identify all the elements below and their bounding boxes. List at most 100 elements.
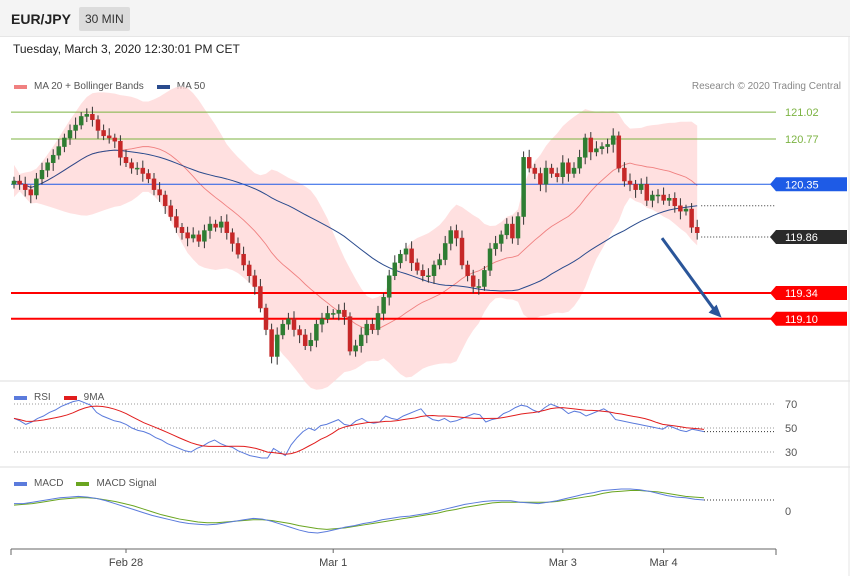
- candle-body: [683, 208, 689, 212]
- legend-label-rsi-ma: 9MA: [83, 392, 105, 403]
- candle-body: [185, 232, 190, 239]
- candle-body: [655, 194, 661, 197]
- support-label-box: [770, 311, 847, 326]
- support-label: 119.34: [785, 288, 818, 300]
- legend-label-ma20: MA 20 + Bollinger Bands: [34, 81, 144, 92]
- candle-body: [454, 230, 459, 239]
- candle-body: [112, 137, 118, 142]
- candle-body: [588, 137, 594, 153]
- candle-body: [34, 178, 39, 196]
- candle-body: [297, 329, 302, 336]
- candle-body: [140, 167, 146, 174]
- legend-swatch-ma20: [14, 84, 27, 89]
- candle-body: [342, 309, 347, 317]
- candle-body: [398, 253, 403, 264]
- candle-body: [218, 221, 224, 228]
- candle-body: [157, 189, 162, 196]
- candle-body: [381, 297, 386, 314]
- candle-body: [28, 189, 34, 196]
- candle-body: [616, 135, 622, 169]
- candle-body: [498, 234, 504, 244]
- candle-body: [39, 170, 45, 180]
- rsi-legend: RSI 9MA: [14, 392, 117, 403]
- candle-body: [179, 227, 185, 233]
- candle-body: [403, 248, 409, 255]
- candle-body: [224, 221, 230, 233]
- candle-body: [308, 340, 314, 346]
- legend-swatch-rsi-ma: [63, 395, 77, 400]
- candle-body: [230, 232, 235, 244]
- candle-body: [129, 162, 134, 169]
- chart-datetime: Tuesday, March 3, 2020 12:30:01 PM CET: [13, 42, 240, 56]
- legend-item-ma20: MA 20 + Bollinger Bands: [14, 81, 144, 92]
- candle-body: [286, 318, 291, 325]
- ma20-line: [13, 146, 698, 331]
- candle-body: [622, 167, 627, 182]
- candle-body: [543, 167, 549, 185]
- candle-body: [95, 119, 101, 131]
- candle-body: [252, 275, 258, 287]
- legend-item-rsi-ma: 9MA: [63, 392, 105, 403]
- candle-body: [650, 194, 655, 201]
- legend-label-macd: MACD: [34, 478, 64, 489]
- forecast-arrow: [660, 237, 717, 313]
- candle-body: [168, 205, 174, 217]
- ma50-label-box: [770, 177, 847, 192]
- candle-body: [123, 157, 129, 163]
- candle-body: [493, 243, 498, 250]
- legend-label-macd-signal: MACD Signal: [96, 478, 157, 489]
- ma50-label: 120.35: [785, 179, 819, 191]
- rsi-tick-label: 70: [785, 399, 797, 411]
- candle-body: [22, 184, 28, 190]
- candle-body: [62, 137, 67, 147]
- x-axis-tick-label: Mar 4: [650, 557, 678, 569]
- candle-body: [521, 157, 526, 217]
- candle-body: [532, 167, 538, 174]
- candle-body: [314, 323, 319, 341]
- legend-swatch-rsi: [14, 395, 27, 400]
- candle-body: [510, 223, 515, 239]
- candle-body: [386, 275, 392, 298]
- candle-body: [476, 286, 482, 288]
- timeframe-badge[interactable]: 30 MIN: [79, 7, 130, 31]
- candle-body: [202, 230, 207, 242]
- current-price-box: [770, 229, 847, 244]
- candle-body: [84, 114, 90, 117]
- legend-label-ma50: MA 50: [176, 81, 206, 92]
- candle-body: [571, 167, 577, 174]
- candle-body: [370, 323, 375, 330]
- candle-body: [694, 227, 700, 233]
- macd-line: [14, 488, 705, 534]
- bollinger-band-fill: [14, 86, 698, 390]
- macd-signal-line: [13, 489, 705, 530]
- candle-body: [174, 216, 179, 228]
- candle-body: [45, 162, 50, 171]
- candle-body: [353, 345, 358, 352]
- candle-body: [347, 316, 353, 352]
- candle-body: [426, 275, 431, 277]
- candle-body: [459, 237, 465, 266]
- resistance-label: 120.77: [785, 134, 819, 146]
- candle-body: [442, 243, 448, 260]
- current-price-label: 119.86: [785, 232, 818, 244]
- candle-body: [319, 318, 325, 325]
- candle-body: [291, 318, 297, 330]
- symbol-title: EUR/JPY: [11, 11, 71, 27]
- candle-body: [56, 146, 62, 156]
- candle-body: [566, 162, 571, 174]
- candle-body: [269, 329, 274, 357]
- candle-body: [644, 184, 650, 201]
- candle-body: [599, 146, 605, 149]
- candle-body: [554, 173, 560, 177]
- candle-body: [470, 275, 476, 287]
- candle-body: [610, 135, 616, 145]
- candle-body: [678, 205, 683, 212]
- x-axis-tick-label: Feb 28: [109, 557, 143, 569]
- x-axis-tick-label: Mar 3: [549, 557, 577, 569]
- candle-body: [549, 167, 554, 174]
- candle-body: [246, 264, 252, 276]
- candle-body: [134, 167, 140, 170]
- candle-body: [73, 124, 78, 131]
- candle-body: [409, 248, 414, 264]
